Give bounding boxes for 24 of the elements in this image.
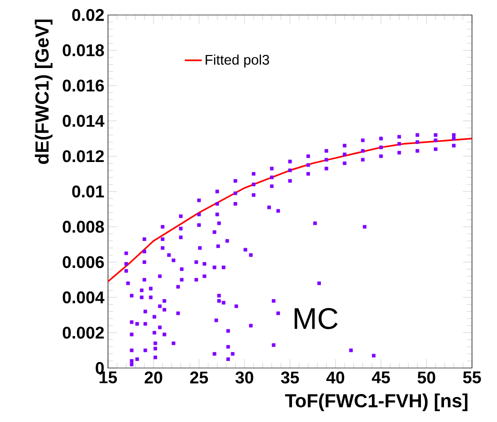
x-tick-label: 35: [280, 372, 299, 384]
y-tick-label: 0.006: [62, 256, 104, 268]
y-axis-title: dE(FWC1) [GeV]: [34, 20, 52, 164]
x-axis-title: ToF(FWC1-FVH) [ns]: [285, 394, 468, 412]
y-tick-label: 0.014: [62, 114, 104, 127]
y-tick-label: 0.02: [72, 9, 104, 21]
y-tick-label: 0: [96, 362, 104, 374]
y-tick-label: 0.008: [62, 220, 104, 233]
legend-label: Fitted pol3: [206, 54, 270, 68]
x-tick-label: 20: [144, 372, 162, 384]
x-tick-label: 55: [463, 372, 481, 384]
annotation: MC: [294, 308, 338, 330]
x-tick-label: 15: [100, 372, 117, 384]
y-tick-label: 0.004: [62, 291, 104, 304]
x-tick-label: 40: [326, 372, 344, 384]
x-tick-label: 25: [190, 372, 208, 384]
x-tick-label: 30: [235, 372, 254, 384]
x-tick-label: 50: [418, 372, 436, 384]
y-tick-label: 0.016: [62, 80, 104, 92]
y-tick-label: 0.018: [62, 44, 104, 56]
y-tick-label: 0.002: [62, 326, 104, 339]
y-tick-label: 0.012: [62, 150, 104, 162]
x-tick-label: 45: [372, 372, 390, 384]
y-tick-label: 0.01: [72, 186, 104, 198]
